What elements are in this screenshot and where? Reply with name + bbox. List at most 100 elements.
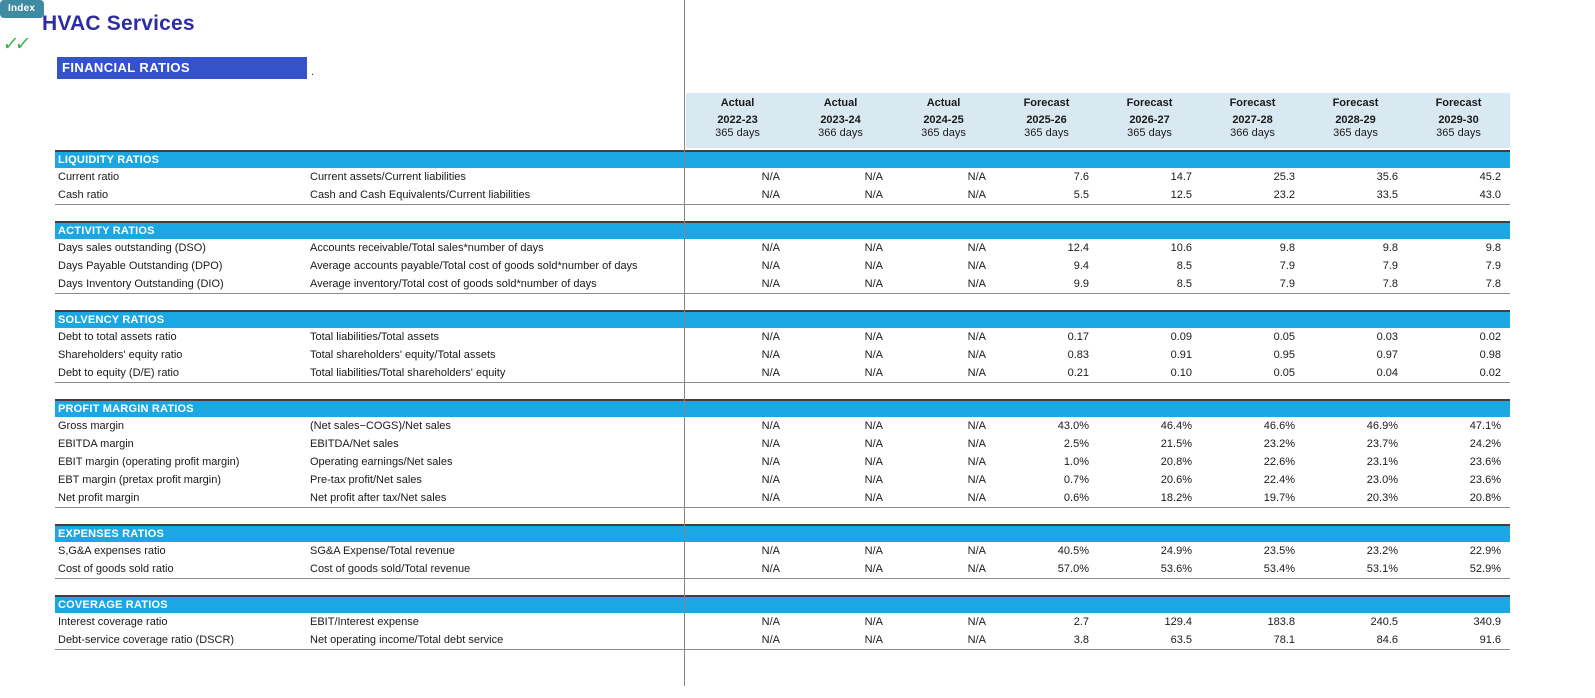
ratio-value-cell[interactable]: 20.3% [1366, 492, 1398, 504]
ratio-value-cell[interactable]: 21.5% [1160, 438, 1192, 450]
ratio-value-cell[interactable]: 0.17 [1067, 331, 1089, 343]
index-button[interactable]: Index [0, 0, 45, 18]
ratio-value-cell[interactable]: N/A [967, 545, 986, 557]
ratio-value-cell[interactable]: N/A [864, 260, 883, 272]
ratio-value-cell[interactable]: 0.98 [1479, 349, 1501, 361]
ratio-value-cell[interactable]: N/A [761, 438, 780, 450]
ratio-value-cell[interactable]: 24.2% [1469, 438, 1501, 450]
ratio-value-cell[interactable]: 9.8 [1279, 242, 1295, 254]
ratio-value-cell[interactable]: 12.5 [1170, 189, 1192, 201]
ratio-value-cell[interactable]: 23.6% [1469, 474, 1501, 486]
ratio-value-cell[interactable]: 0.83 [1067, 349, 1089, 361]
ratio-value-cell[interactable]: N/A [864, 420, 883, 432]
ratio-value-cell[interactable]: N/A [967, 616, 986, 628]
ratio-value-cell[interactable]: N/A [967, 456, 986, 468]
ratio-value-cell[interactable]: 0.97 [1376, 349, 1398, 361]
ratio-value-cell[interactable]: 0.04 [1376, 367, 1398, 379]
ratio-value-cell[interactable]: 20.8% [1469, 492, 1501, 504]
ratio-value-cell[interactable]: 2.5% [1063, 438, 1089, 450]
ratio-value-cell[interactable]: N/A [761, 349, 780, 361]
ratio-value-cell[interactable]: 22.4% [1263, 474, 1295, 486]
ratio-value-cell[interactable]: 0.02 [1479, 367, 1501, 379]
ratio-value-cell[interactable]: 23.5% [1263, 545, 1295, 557]
ratio-value-cell[interactable]: 10.6 [1170, 242, 1192, 254]
ratio-value-cell[interactable]: 2.7 [1073, 616, 1089, 628]
ratio-value-cell[interactable]: N/A [864, 367, 883, 379]
ratio-value-cell[interactable]: 47.1% [1469, 420, 1501, 432]
ratio-value-cell[interactable]: 7.9 [1279, 260, 1295, 272]
ratio-value-cell[interactable]: 24.9% [1160, 545, 1192, 557]
ratio-value-cell[interactable]: 9.8 [1485, 242, 1501, 254]
ratio-value-cell[interactable]: 78.1 [1273, 634, 1295, 646]
ratio-value-cell[interactable]: N/A [967, 349, 986, 361]
freeze-pane-divider[interactable] [684, 0, 685, 686]
ratio-value-cell[interactable]: 43.0% [1057, 420, 1089, 432]
ratio-value-cell[interactable]: N/A [761, 171, 780, 183]
ratio-value-cell[interactable]: 57.0% [1057, 563, 1089, 575]
ratio-value-cell[interactable]: N/A [761, 367, 780, 379]
ratio-value-cell[interactable]: 7.8 [1485, 278, 1501, 290]
ratio-value-cell[interactable]: N/A [864, 438, 883, 450]
ratio-value-cell[interactable]: 12.4 [1067, 242, 1089, 254]
ratio-value-cell[interactable]: 40.5% [1057, 545, 1089, 557]
ratio-value-cell[interactable]: N/A [761, 545, 780, 557]
ratio-value-cell[interactable]: N/A [761, 563, 780, 575]
ratio-value-cell[interactable]: N/A [864, 634, 883, 646]
ratio-value-cell[interactable]: N/A [864, 456, 883, 468]
ratio-value-cell[interactable]: N/A [864, 278, 883, 290]
ratio-value-cell[interactable]: 23.2 [1273, 189, 1295, 201]
ratio-value-cell[interactable]: 63.5 [1170, 634, 1192, 646]
ratio-value-cell[interactable]: 91.6 [1479, 634, 1501, 646]
ratio-value-cell[interactable]: N/A [761, 634, 780, 646]
ratio-value-cell[interactable]: N/A [761, 260, 780, 272]
ratio-value-cell[interactable]: 8.5 [1176, 278, 1192, 290]
ratio-value-cell[interactable]: 0.02 [1479, 331, 1501, 343]
ratio-value-cell[interactable]: N/A [967, 260, 986, 272]
ratio-value-cell[interactable]: 53.4% [1263, 563, 1295, 575]
ratio-value-cell[interactable]: 0.7% [1063, 474, 1089, 486]
ratio-value-cell[interactable]: 33.5 [1376, 189, 1398, 201]
ratio-value-cell[interactable]: 0.21 [1067, 367, 1089, 379]
ratio-value-cell[interactable]: N/A [761, 189, 780, 201]
ratio-value-cell[interactable]: N/A [761, 420, 780, 432]
ratio-value-cell[interactable]: 20.6% [1160, 474, 1192, 486]
ratio-value-cell[interactable]: N/A [761, 278, 780, 290]
ratio-value-cell[interactable]: N/A [967, 367, 986, 379]
ratio-value-cell[interactable]: N/A [864, 474, 883, 486]
ratio-value-cell[interactable]: 20.8% [1160, 456, 1192, 468]
ratio-value-cell[interactable]: 7.9 [1279, 278, 1295, 290]
ratio-value-cell[interactable]: N/A [761, 456, 780, 468]
ratio-value-cell[interactable]: 52.9% [1469, 563, 1501, 575]
ratio-value-cell[interactable]: 9.9 [1073, 278, 1089, 290]
ratio-value-cell[interactable]: N/A [967, 171, 986, 183]
ratio-value-cell[interactable]: 0.03 [1376, 331, 1398, 343]
ratio-value-cell[interactable]: N/A [967, 278, 986, 290]
ratio-value-cell[interactable]: N/A [761, 492, 780, 504]
ratio-value-cell[interactable]: N/A [761, 474, 780, 486]
ratio-value-cell[interactable]: 7.8 [1382, 278, 1398, 290]
ratio-value-cell[interactable]: 240.5 [1370, 616, 1398, 628]
ratio-value-cell[interactable]: 129.4 [1164, 616, 1192, 628]
ratio-value-cell[interactable]: N/A [967, 189, 986, 201]
ratio-value-cell[interactable]: 183.8 [1267, 616, 1295, 628]
ratio-value-cell[interactable]: 3.8 [1073, 634, 1089, 646]
ratio-value-cell[interactable]: 340.9 [1473, 616, 1501, 628]
ratio-value-cell[interactable]: 0.05 [1273, 331, 1295, 343]
ratio-value-cell[interactable]: N/A [864, 189, 883, 201]
ratio-value-cell[interactable]: 0.09 [1170, 331, 1192, 343]
ratio-value-cell[interactable]: N/A [864, 242, 883, 254]
ratio-value-cell[interactable]: 22.6% [1263, 456, 1295, 468]
ratio-value-cell[interactable]: 5.5 [1073, 189, 1089, 201]
ratio-value-cell[interactable]: 18.2% [1160, 492, 1192, 504]
ratio-value-cell[interactable]: N/A [864, 349, 883, 361]
ratio-value-cell[interactable]: 23.2% [1366, 545, 1398, 557]
ratio-value-cell[interactable]: N/A [967, 438, 986, 450]
ratio-value-cell[interactable]: 23.0% [1366, 474, 1398, 486]
ratio-value-cell[interactable]: N/A [967, 474, 986, 486]
ratio-value-cell[interactable]: N/A [864, 545, 883, 557]
ratio-value-cell[interactable]: 53.1% [1366, 563, 1398, 575]
ratio-value-cell[interactable]: 23.1% [1366, 456, 1398, 468]
ratio-value-cell[interactable]: 14.7 [1170, 171, 1192, 183]
ratio-value-cell[interactable]: N/A [864, 171, 883, 183]
ratio-value-cell[interactable]: 43.0 [1479, 189, 1501, 201]
